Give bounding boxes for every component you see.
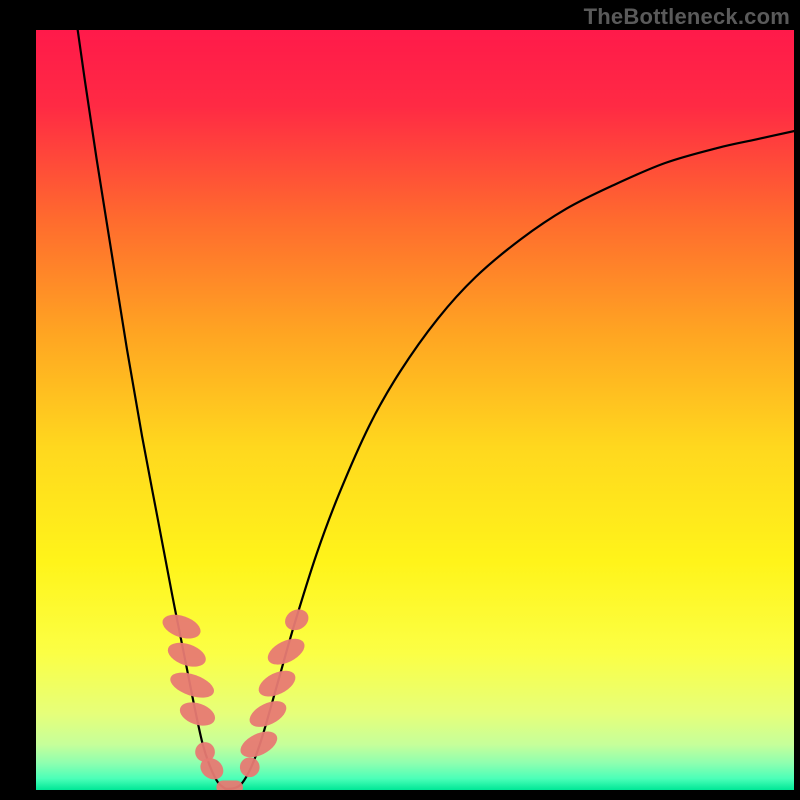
chart-container: TheBottleneck.com: [0, 0, 800, 800]
plot-area: [36, 30, 794, 790]
marker-bottom-capsule: [216, 781, 243, 791]
gradient-background: [36, 30, 794, 790]
marker-right-0: [240, 757, 260, 777]
watermark-text: TheBottleneck.com: [584, 4, 790, 30]
plot-svg: [36, 30, 794, 790]
